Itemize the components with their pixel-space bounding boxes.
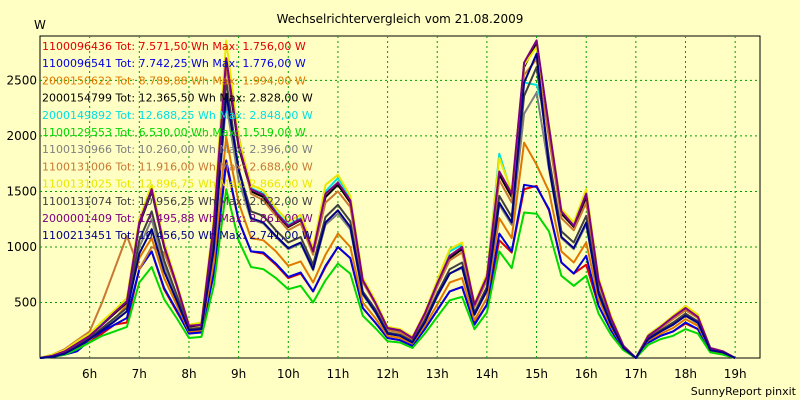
grid-lines	[40, 36, 760, 358]
x-tick-label: 12h	[376, 367, 399, 381]
y-tick-label: 1500	[6, 184, 37, 198]
legend-entry-1100096436: 1100096436 Tot: 7.571,50 Wh Max: 1.756,0…	[42, 40, 306, 53]
x-tick-label: 16h	[575, 367, 598, 381]
y-tick-labels: 500 1000 1500 2000 2500	[6, 73, 37, 309]
x-tick-label: 17h	[624, 367, 647, 381]
x-tick-label: 7h	[132, 367, 147, 381]
legend-entry-1100129553: 1100129553 Tot: 6.530,00 Wh Max: 1.519,0…	[42, 126, 306, 139]
y-tick-label: 2000	[6, 129, 37, 143]
legend: 1100096436 Tot: 7.571,50 Wh Max: 1.756,0…	[42, 40, 313, 242]
x-tick-label: 6h	[82, 367, 97, 381]
series-line-2000001409	[39, 39, 736, 359]
legend-entry-1100131025: 1100131025 Tot: 12.896,75 Wh Max: 2.866,…	[42, 178, 313, 191]
legend-entry-1100131006: 1100131006 Tot: 11.916,00 Wh Max: 2.688,…	[42, 160, 313, 173]
y-tick-label: 2500	[6, 73, 37, 87]
series-line-1100213451	[39, 52, 736, 359]
series-layer	[39, 39, 736, 359]
x-tick-label: 14h	[475, 367, 498, 381]
x-tick-label: 19h	[724, 367, 747, 381]
legend-entry-1100096541: 1100096541 Tot: 7.742,25 Wh Max: 1.776,0…	[42, 57, 306, 70]
x-tick-label: 18h	[674, 367, 697, 381]
chart-title: Wechselrichtervergleich vom 21.08.2009	[277, 12, 524, 26]
legend-entry-2000149892: 2000149892 Tot: 12.688,25 Wh Max: 2.848,…	[42, 109, 313, 122]
plot-area	[39, 35, 761, 359]
legend-entry-2000001409: 2000001409 Tot: 12.495,88 Wh Max: 2.861,…	[42, 212, 313, 225]
legend-entry-2000150622: 2000150622 Tot: 8.789,88 Wh Max: 1.994,0…	[42, 74, 306, 87]
legend-entry-1100131074: 1100131074 Tot: 10.956,25 Wh Max: 2.622,…	[42, 195, 313, 208]
legend-entry-1100213451: 1100213451 Tot: 10.456,50 Wh Max: 2.741,…	[42, 229, 313, 242]
legend-entry-2000154799: 2000154799 Tot: 12.365,50 Wh Max: 2.828,…	[42, 92, 313, 105]
x-tick-label: 13h	[426, 367, 449, 381]
x-tick-label: 15h	[525, 367, 548, 381]
x-tick-label: 10h	[277, 367, 300, 381]
x-tick-label: 9h	[231, 367, 246, 381]
series-line-1100129553	[39, 188, 736, 359]
x-tick-labels: 6h 7h 8h 9h 10h 11h 12h 13h 14h 15h 16h 17h 18h 19h	[82, 367, 747, 381]
y-tick-label: 500	[14, 295, 37, 309]
y-axis-unit-label: W	[34, 18, 46, 32]
y-tick-label: 1000	[6, 240, 37, 254]
footer-credit: SunnyReport pinxit	[691, 385, 797, 398]
legend-entry-1100130966: 1100130966 Tot: 10.260,00 Wh Max: 2.396,…	[42, 143, 313, 156]
x-tick-label: 8h	[181, 367, 196, 381]
x-tick-label: 11h	[326, 367, 349, 381]
